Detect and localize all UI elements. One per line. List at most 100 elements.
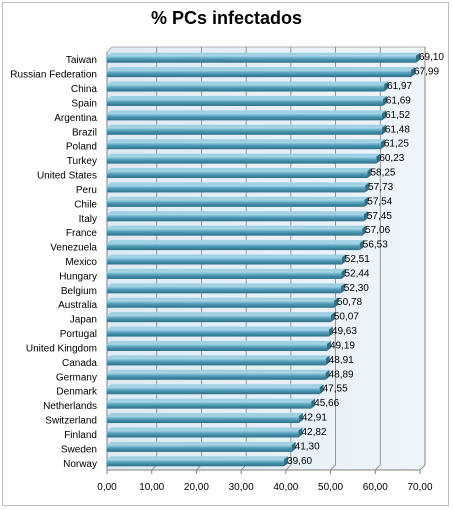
category-label: Chile: [74, 199, 97, 210]
value-label: 61,69: [386, 95, 411, 106]
category-label: Venezuela: [50, 243, 97, 254]
category-label: Australia: [58, 300, 97, 311]
value-label: 61,97: [387, 81, 412, 92]
bar: [107, 153, 381, 164]
category-label: Hungary: [59, 271, 97, 282]
bar-top: [107, 456, 289, 460]
value-label: 61,52: [385, 110, 410, 121]
x-tick-label: 60,00: [363, 482, 388, 493]
bar-end: [284, 456, 289, 467]
category-labels: Taiwan Russian Federation China Spain Argent…: [10, 55, 98, 470]
bar: [107, 139, 385, 150]
category-label: Sweden: [61, 444, 97, 455]
bar-front: [107, 113, 383, 121]
bar-front: [107, 84, 385, 92]
category-label: China: [71, 84, 98, 95]
bar-top: [107, 398, 316, 402]
category-label: Italy: [79, 214, 97, 225]
bar-end: [359, 240, 364, 251]
bar-front: [107, 286, 341, 294]
category-label: Canada: [62, 358, 97, 369]
bar: [107, 369, 330, 380]
value-label: 67,99: [414, 67, 439, 78]
bar-top: [107, 211, 368, 215]
bar-end: [319, 384, 324, 395]
bar-top: [107, 196, 369, 200]
bar-end: [330, 312, 335, 323]
bar-top: [107, 110, 387, 114]
bar-end: [291, 441, 296, 452]
bar-end: [298, 413, 303, 424]
bar: [107, 196, 369, 207]
bar-top: [107, 427, 303, 431]
bar-front: [107, 343, 327, 351]
x-tick-label: 20,00: [184, 482, 209, 493]
category-label: Japan: [70, 315, 97, 326]
value-label: 47,55: [323, 384, 348, 395]
bar: [107, 52, 420, 63]
bar-end: [382, 95, 387, 106]
bar: [107, 456, 289, 467]
value-label: 50,07: [334, 312, 359, 323]
category-label: Belgium: [61, 286, 97, 297]
x-tick-label: 30,00: [229, 482, 254, 493]
category-label: Netherlands: [43, 401, 97, 412]
category-label: Turkey: [67, 156, 97, 167]
value-label: 57,73: [368, 182, 393, 193]
bar-end: [341, 268, 346, 279]
value-label: 39,60: [287, 456, 312, 467]
bar-end: [411, 67, 416, 78]
x-tick-label: 10,00: [139, 482, 164, 493]
value-label: 60,23: [379, 153, 404, 164]
bar-front: [107, 156, 377, 164]
value-label: 57,54: [367, 196, 392, 207]
bar: [107, 95, 387, 106]
category-label: Norway: [63, 459, 97, 470]
bar-end: [311, 398, 316, 409]
bar-top: [107, 441, 296, 445]
bar: [107, 283, 345, 294]
bar-end: [334, 297, 339, 308]
gridline-floor: [375, 464, 381, 471]
value-label: 52,30: [344, 283, 369, 294]
bar-top: [107, 168, 372, 172]
bar-end: [367, 168, 372, 179]
bar-top: [107, 369, 330, 373]
bar-top: [107, 124, 386, 128]
category-label: Poland: [66, 142, 97, 153]
bar: [107, 268, 346, 279]
bar-front: [107, 459, 285, 467]
bar-front: [107, 243, 360, 251]
bar-top: [107, 340, 331, 344]
bar-top: [107, 254, 346, 258]
bar: [107, 67, 416, 78]
value-label: 42,91: [302, 413, 327, 424]
bar-end: [364, 196, 369, 207]
bar: [107, 225, 367, 236]
bar-end: [341, 254, 346, 265]
bar-end: [362, 225, 367, 236]
bar-end: [363, 211, 368, 222]
bar-front: [107, 358, 326, 366]
x-tick-label: 50,00: [318, 482, 343, 493]
bar: [107, 168, 372, 179]
bar-top: [107, 139, 385, 143]
bar-front: [107, 228, 363, 236]
bar-top: [107, 297, 339, 301]
value-label: 50,78: [337, 297, 362, 308]
bar-top: [107, 312, 335, 316]
bar-end: [326, 340, 331, 351]
bar-front: [107, 444, 292, 452]
category-label: Switzerland: [45, 416, 97, 427]
bar-front: [107, 401, 312, 409]
bar-end: [376, 153, 381, 164]
x-axis: 0,00 10,00 20,00 30,00 40,00 50,00 60,00 70,00: [97, 470, 433, 493]
category-label: Denmark: [56, 387, 98, 398]
bar-top: [107, 240, 364, 244]
bar: [107, 326, 333, 337]
bar: [107, 240, 364, 251]
bar-end: [384, 81, 389, 92]
bar: [107, 81, 389, 92]
bars: [107, 52, 420, 467]
bar-front: [107, 300, 335, 308]
